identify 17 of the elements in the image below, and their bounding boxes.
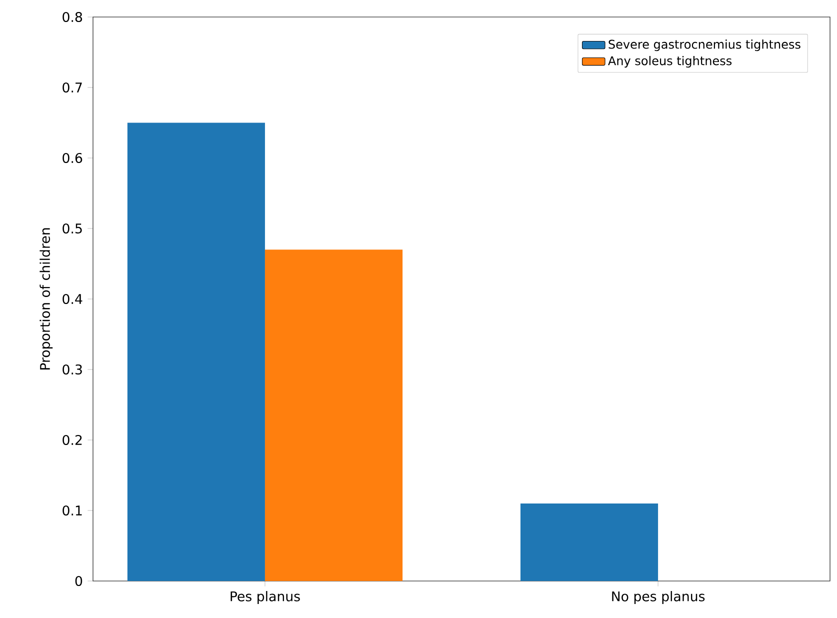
y-tick-label: 0.4 (62, 294, 82, 304)
bar (520, 503, 658, 581)
legend-label: Any soleus tightness (608, 56, 732, 68)
y-tick-label: 0.8 (62, 12, 82, 22)
bar (264, 250, 403, 581)
bar (127, 122, 265, 581)
y-tick-label: 0.1 (62, 505, 82, 516)
x-tick-label: No pes planus (612, 591, 705, 604)
y-tick-label: 0.5 (62, 223, 82, 234)
y-tick-label: 0 (75, 576, 82, 586)
y-tick-label: 0.3 (62, 364, 82, 375)
y-tick-label: 0.2 (62, 434, 82, 446)
legend-label: Severe gastrocnemius tightness (608, 40, 800, 52)
x-tick-label: Pes planus (230, 591, 300, 604)
y-axis-title: Proportion of children (40, 228, 53, 370)
y-tick-label: 0.6 (62, 152, 82, 164)
y-tick-label: 0.7 (62, 82, 82, 93)
